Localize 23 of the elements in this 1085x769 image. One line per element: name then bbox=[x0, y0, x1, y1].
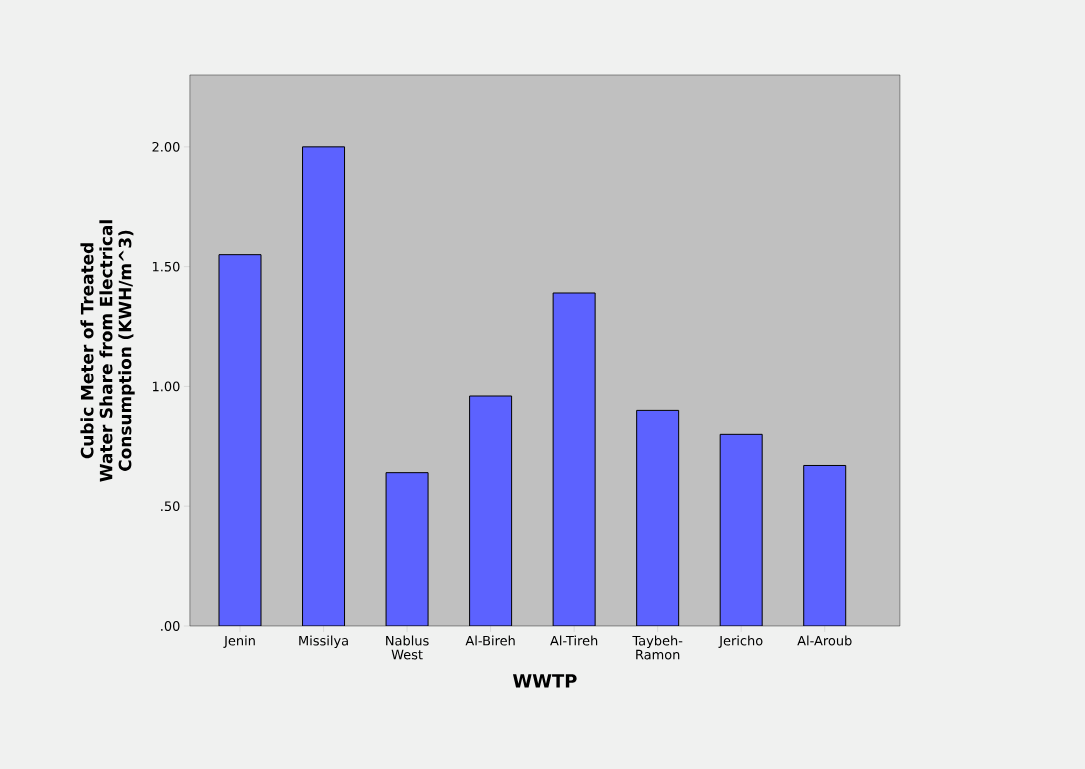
bar bbox=[719, 433, 763, 626]
bar bbox=[302, 146, 346, 626]
y-tick-label: 2.00 bbox=[152, 141, 180, 152]
bar bbox=[552, 292, 596, 626]
y-tick-label: 1.50 bbox=[152, 261, 180, 272]
x-tick-label: Missilya bbox=[299, 635, 348, 649]
bar bbox=[385, 472, 429, 626]
x-axis-title: WWTP bbox=[512, 674, 577, 688]
x-tick-label: Taybeh-Ramon bbox=[632, 635, 683, 660]
y-axis-title: Cubic Meter of Treated Water Share from Electrical Consumption (KWH/m^3) bbox=[80, 220, 135, 482]
bar bbox=[636, 409, 680, 626]
y-tick-label: .00 bbox=[161, 621, 180, 631]
bar bbox=[803, 464, 847, 626]
bar bbox=[218, 254, 262, 626]
y-tick-label: 1.00 bbox=[152, 381, 180, 392]
y-tick-label: .50 bbox=[161, 501, 180, 512]
x-tick-label: Nablus West bbox=[386, 635, 429, 660]
x-tick-label: Al-Tireh bbox=[550, 635, 598, 646]
bar bbox=[469, 395, 513, 626]
x-tick-label: Al-Bireh bbox=[465, 635, 515, 646]
x-tick-label: Al-Aroub bbox=[797, 635, 852, 646]
x-tick-label: Jericho bbox=[718, 635, 763, 648]
x-tick-label: Jenin bbox=[223, 635, 255, 648]
